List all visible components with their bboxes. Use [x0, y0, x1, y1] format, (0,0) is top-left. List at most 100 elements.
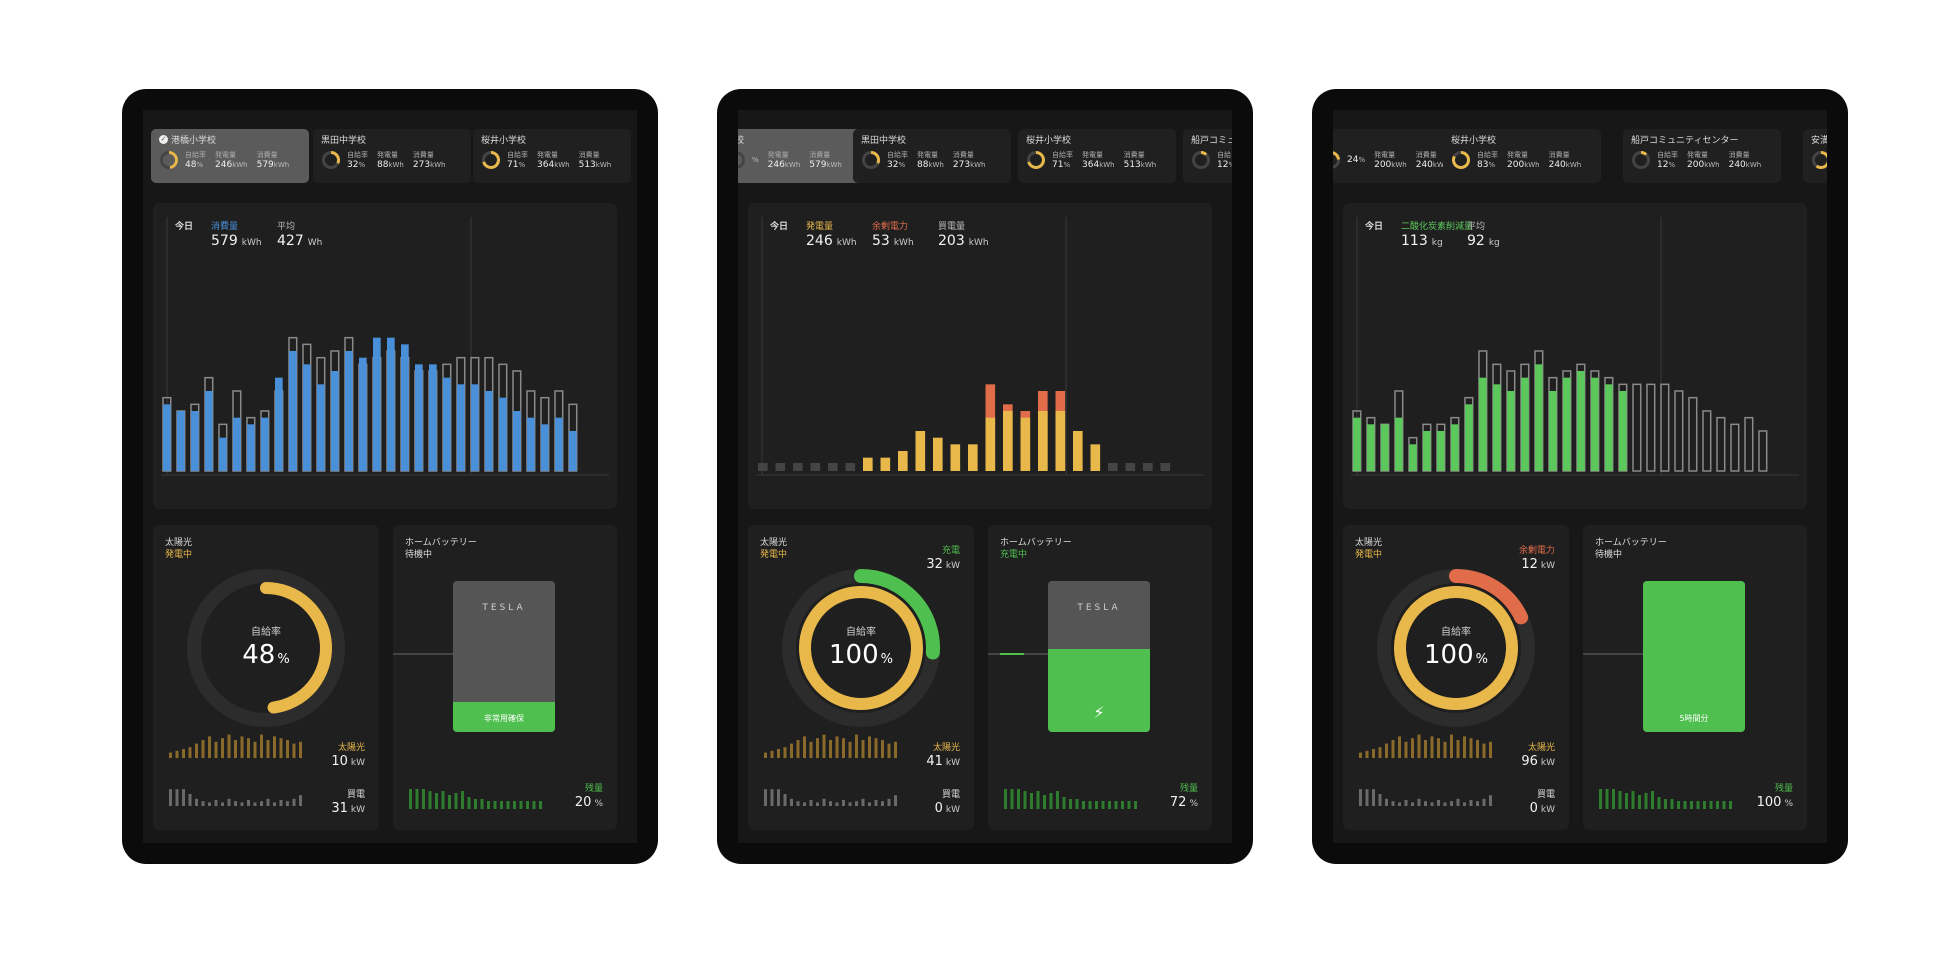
sparkline-bar [764, 752, 767, 758]
summary-unit: kWh [836, 238, 857, 248]
stat-value: 200kWh [1687, 160, 1720, 170]
sparkline-bar [1430, 736, 1434, 758]
summary-value: 579 kWh [211, 233, 262, 249]
stat-label: 発電量 [215, 151, 236, 159]
stat-unit: % [196, 161, 204, 169]
ring-center: 自給率 100% [1371, 623, 1541, 670]
stat-unit: % [518, 161, 526, 169]
history-chart[interactable]: 今日 消費量 579 kWh 平均 427 Wh [153, 203, 617, 509]
sparkline-bar [299, 795, 302, 806]
school-chip[interactable]: 桜井小学校 自給率 71% 発電量 364kWh 消費量 513kWh [473, 129, 631, 183]
stat-label: 消費量 [952, 151, 974, 159]
solar-now-number: 41 [926, 754, 943, 769]
sparkline-bar [1605, 789, 1609, 809]
sparkline-bar [253, 741, 257, 758]
outer-flow-value: 32 kW [926, 557, 960, 572]
sparkline-bar [1372, 789, 1375, 806]
sparkline-bar [1114, 801, 1118, 809]
school-name-label: 黒田中学校 [861, 136, 907, 146]
sparkline-bar [1127, 801, 1131, 809]
school-stats: 自給率 83% 発電量 200kWh 消費量 240kWh [1451, 150, 1593, 170]
school-stat: 消費量 579kWh [809, 150, 842, 170]
history-chart[interactable]: 今日 二酸化炭素削減量 113 kg 平均 92 kg [1343, 203, 1807, 509]
bar-chart-svg [1351, 217, 1799, 476]
stat-label: 発電量 [537, 151, 558, 159]
sparkline-bar [266, 798, 270, 806]
battery-card[interactable]: ホームバッテリー 待機中 TESLA 非常用確保 残量 20% [393, 525, 617, 830]
sparkline-bar [1703, 801, 1706, 809]
chart-bar-value [289, 351, 297, 471]
stat-unit: % [1228, 161, 1232, 169]
stat-number: 246 [767, 160, 785, 170]
chart-bar-value [513, 411, 521, 471]
chart-bar-base [828, 463, 838, 471]
grid-buy-unit: kW [945, 805, 960, 815]
school-chip[interactable]: 船戸コミュニティセンター 自給率 12% 発電量 200kWh 消費量 240kWh [1623, 129, 1781, 183]
stat-unit: kWh [928, 161, 944, 169]
tesla-logo: TESLA [482, 603, 526, 613]
school-chip[interactable]: 黒田中学校 自給率 32% 発電量 88kWh 消費量 273kWh [313, 129, 471, 183]
stat-label: 発電量 [1082, 151, 1103, 159]
sparkline-bar [201, 740, 205, 758]
stat-value: 32% [347, 160, 368, 170]
stat-number: 71 [1052, 160, 1064, 170]
solar-card[interactable]: 太陽光 発電中 充電 32 kW 自給率 100% 太陽光 41 kW 買電 0 kW [748, 525, 974, 830]
battery-wire [1583, 653, 1643, 655]
sparkline-bar [816, 802, 819, 806]
solar-now-number: 10 [331, 754, 348, 769]
sparkline-bar [842, 738, 845, 758]
sparkline-bar [208, 736, 211, 758]
chart-bar-value [1507, 391, 1515, 471]
chart-bar-average [1646, 383, 1656, 472]
school-chip[interactable]: 桜井小学校 自給率 71% 発電量 364kWh 消費量 513kWh [1018, 129, 1176, 183]
chart-bar-value [1577, 371, 1585, 471]
battery-card[interactable]: ホームバッテリー 充電中 TESLA ⚡ 残量 72% [988, 525, 1212, 830]
sparkline-bar [169, 752, 172, 758]
battery-title: ホームバッテリー [1595, 538, 1667, 548]
stat-number: 12 [1657, 160, 1669, 170]
sparkline-bar [182, 749, 185, 758]
solar-card[interactable]: 太陽光 発電中 自給率 48% 太陽光 10 kW 買電 31 kW [153, 525, 379, 830]
sparkline-bar [273, 802, 276, 806]
stat-unit: % [1488, 161, 1496, 169]
school-chip[interactable]: 桜井小学校 自給率 83% 発電量 200kWh 消費量 240kWh [1443, 129, 1601, 183]
sparkline-bar [1670, 799, 1674, 809]
solar-status: 発電中 [760, 550, 788, 560]
sparkline-bar [848, 802, 852, 806]
stat-unit: kWh [1565, 161, 1582, 169]
sparkline-bar [835, 802, 839, 806]
history-chart[interactable]: 今日 発電量 246 kWh 余剰電力 53 kWh 買電量 203 kWh [748, 203, 1212, 509]
sparkline-bar [221, 802, 224, 806]
sparkline-bar [1101, 801, 1105, 809]
stat-number: 200 [1507, 160, 1525, 170]
sparkline-bar [1463, 736, 1466, 758]
school-chip[interactable]: 黒田中学校 自給率 32% 発電量 88kWh 消費量 273kWh [853, 129, 1011, 183]
sparkline-bar [1411, 738, 1414, 758]
battery-level-fill: ⚡ [1048, 648, 1150, 732]
school-stat: 発電量 364kWh [537, 150, 570, 170]
solar-card[interactable]: 太陽光 発電中 余剰電力 12 kW 自給率 100% 太陽光 96 kW 買電 0 kW [1343, 525, 1569, 830]
stat-unit: kWh [1745, 161, 1762, 169]
chart-bar-value [541, 424, 549, 471]
school-stat: 消費量 240kWh [1729, 150, 1762, 170]
sparkline-bar [474, 799, 477, 809]
dashboard-screen: 校24%発電量200kWh消費量240kWh桜井小学校自給率83%発電量200k… [1333, 110, 1827, 843]
summary-label: 二酸化炭素削減量 [1401, 222, 1474, 232]
chart-bar-value [555, 417, 563, 471]
stat-value: 83% [1477, 160, 1498, 170]
sparkline-bar [480, 799, 484, 809]
self-sufficiency-ring [782, 569, 940, 727]
chart-bar-solar [1073, 431, 1083, 471]
sparkline-bar [1644, 793, 1648, 809]
battery-graphic: TESLA ⚡ [1048, 581, 1150, 732]
sparkline-bar [1437, 800, 1440, 806]
stat-number: 88 [377, 160, 389, 170]
sparkline-bar [1443, 741, 1447, 758]
summary-unit: kWh [968, 238, 989, 248]
sparkline-bar [1417, 798, 1421, 806]
school-chip[interactable]: 安満コ [1803, 129, 1827, 183]
stat-label: 消費量 [578, 151, 600, 159]
school-chip[interactable]: ✓ 港橋小学校 自給率 48% 発電量 246kWh 消費量 579kWh [151, 129, 309, 183]
